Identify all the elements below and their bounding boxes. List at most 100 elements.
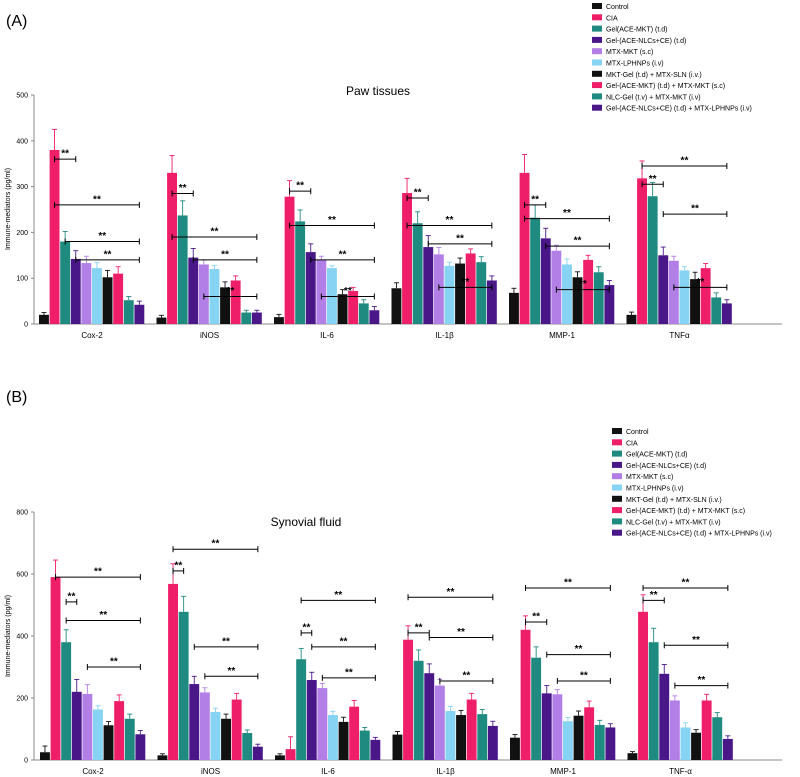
panel-b-significance-bracket-12: ** xyxy=(407,622,430,636)
panel-a-error-bar-4-9 xyxy=(606,280,612,286)
panel-a-error-bar-4-5 xyxy=(564,258,570,265)
panel-b-bar-2-3 xyxy=(306,680,317,760)
panel-b-legend-label-1: CIA xyxy=(626,440,638,447)
panel-b-legend-swatch-4 xyxy=(612,473,622,480)
panel-a-error-bar-5-7 xyxy=(703,263,709,269)
panel-b-bar-5-1 xyxy=(638,611,648,760)
panel-b-legend-item-9: Gel-(ACE-NLCs+CE) (t.d) + MTX-LPHNPs (i.… xyxy=(612,529,772,538)
panel-a-y-ticks: 0 100 200 300 400 500 xyxy=(16,93,34,329)
panel-a-bar-5-0 xyxy=(626,314,637,324)
panel-b-category-label-3: IL-1β xyxy=(436,767,455,776)
panel-a-bar-2-7 xyxy=(348,291,359,324)
panel-a-bar-1-2 xyxy=(177,215,188,324)
panel-a-category-label-0: Cox-2 xyxy=(81,331,103,340)
panel-b-title: Synovial fluid xyxy=(271,515,342,529)
panel-b-error-bar-1-7 xyxy=(234,692,240,700)
panel-a-error-bar-5-4 xyxy=(671,255,677,261)
panel-a-bar-3-2 xyxy=(412,223,423,324)
panel-b-bar-4-4 xyxy=(552,694,563,760)
panel-b-bar-2-1 xyxy=(285,749,296,760)
panel-a-error-bar-0-7 xyxy=(115,266,121,274)
panel-b-bar-0-0 xyxy=(40,752,50,760)
panel-b-bar-4-0 xyxy=(510,737,520,760)
panel-b-bars xyxy=(40,559,733,760)
panel-b-error-bar-0-9 xyxy=(137,730,143,735)
panel-a-y-tick-label-2: 200 xyxy=(16,230,28,237)
panel-b-error-bar-2-3 xyxy=(309,671,315,681)
panel-a-significance-bracket-18: ** xyxy=(545,236,610,250)
panel-a-legend: Control CIA Gel(ACE-MKT) (t.d) Gel-(ACE-NLC… xyxy=(592,3,752,113)
panel-b-error-bar-0-6 xyxy=(106,721,112,726)
panel-a-legend-swatch-6 xyxy=(592,70,602,77)
panel-a-error-bar-5-6 xyxy=(692,271,698,280)
panel-a-legend-label-7: Gel-(ACE-MKT) (t.d) + MTX-MKT (s.c) xyxy=(606,83,725,90)
panel-b-significance-bracket-6: ** xyxy=(193,636,259,650)
panel-b-bar-0-4 xyxy=(82,693,93,760)
panel-b-significance-label-15: ** xyxy=(462,670,470,681)
panel-a-error-bar-1-2 xyxy=(180,200,186,216)
panel-a-bar-1-8 xyxy=(241,312,252,324)
panel-b-legend-item-6: MKT-Gel (t.d) + MTX-SLN (i.v.) xyxy=(612,495,722,504)
panel-a-significance: ****************************************… xyxy=(54,149,728,300)
panel-b-error-bar-1-3 xyxy=(191,675,197,685)
panel-b-error-bar-0-2 xyxy=(63,629,69,643)
panel-a-error-bar-1-3 xyxy=(190,247,196,258)
panel-a-significance-bracket-6: ** xyxy=(192,249,258,263)
panel-b-bar-1-9 xyxy=(252,746,263,760)
panel-a-bar-0-1 xyxy=(49,149,60,324)
panel-b-legend-swatch-0 xyxy=(612,428,622,434)
panel-a-error-bar-1-0 xyxy=(158,314,164,318)
panel-a-y-tick-label-3: 300 xyxy=(16,184,28,191)
panel-a-error-bar-4-0 xyxy=(511,287,517,293)
panel-a-bar-5-3 xyxy=(658,255,669,324)
panel-b-error-bar-1-2 xyxy=(181,595,187,612)
panel-b-error-bar-3-2 xyxy=(416,649,422,661)
panel-b-bar-3-5 xyxy=(445,711,456,760)
panel-b-error-bar-1-8 xyxy=(244,729,250,734)
panel-a-significance-bracket-20: ** xyxy=(641,174,664,188)
panel-b-error-bar-5-2 xyxy=(651,627,657,643)
panel-b-bar-0-6 xyxy=(103,725,114,760)
panel-b-significance-bracket-15: ** xyxy=(439,670,494,684)
panel-a-significance-label-12: ** xyxy=(414,188,422,199)
panel-b-legend-swatch-7 xyxy=(612,507,622,514)
panel-b-bar-4-9 xyxy=(605,727,616,760)
panel-b-significance-bracket-21: ** xyxy=(642,577,729,591)
panel-b-error-bar-5-9 xyxy=(725,735,731,739)
panel-a-error-bar-2-0 xyxy=(276,313,282,318)
panel-a-legend-swatch-8 xyxy=(592,93,602,100)
panel-b-significance-bracket-18: ** xyxy=(546,644,611,658)
panel-b-bar-1-2 xyxy=(178,611,189,760)
panel-b-error-bar-3-8 xyxy=(479,709,485,715)
panel-b-bar-1-4 xyxy=(199,692,210,760)
panel-a-label: (A) xyxy=(6,13,27,30)
panel-a-significance-label-19: ** xyxy=(579,279,587,290)
panel-a-error-bar-0-0 xyxy=(41,312,47,315)
panel-a-significance-label-13: ** xyxy=(446,215,454,226)
panel-a-error-bar-4-8 xyxy=(596,266,602,273)
panel-b-significance-label-10: ** xyxy=(340,636,348,647)
panel-a-error-bar-4-3 xyxy=(543,227,549,239)
panel-a-significance-bracket-14: ** xyxy=(427,233,493,247)
panel-a-legend-label-5: MTX-LPHNPs (i.v) xyxy=(606,61,664,68)
panel-a-error-bar-1-8 xyxy=(243,309,249,313)
panel-b-x-labels: Cox-2 iNOS IL-6 IL-1β MMP-1 TNF-α xyxy=(82,767,692,776)
panel-a-error-bar-4-6 xyxy=(575,271,581,278)
panel-a-legend-item-8: NLC-Gel (t.v) + MTX-MKT (i.v) xyxy=(592,93,701,101)
panel-b-significance-label-13: ** xyxy=(447,587,455,598)
panel-b-y-ticks: 0 200 400 600 800 xyxy=(16,510,34,765)
panel-b-bar-0-2 xyxy=(61,642,72,760)
panel-a-legend-item-2: Gel(ACE-MKT) (t.d) xyxy=(592,25,667,34)
panel-b-y-tick-label-2: 400 xyxy=(16,634,28,641)
panel-b-bar-2-7 xyxy=(349,706,360,760)
panel-a-bar-4-7 xyxy=(583,259,594,324)
panel-a-bar-0-4 xyxy=(81,263,92,324)
panel-a-significance-bracket-15: ** xyxy=(438,277,493,291)
panel-b-error-bar-1-4 xyxy=(202,687,208,693)
panel-b-legend-swatch-8 xyxy=(612,518,622,525)
panel-b-label: (B) xyxy=(6,389,27,406)
panel-a-significance-label-16: ** xyxy=(531,194,539,205)
panel-b-error-bar-0-5 xyxy=(95,705,101,710)
panel-a-significance-bracket-0: ** xyxy=(54,149,77,163)
panel-b-bar-3-6 xyxy=(456,715,466,760)
